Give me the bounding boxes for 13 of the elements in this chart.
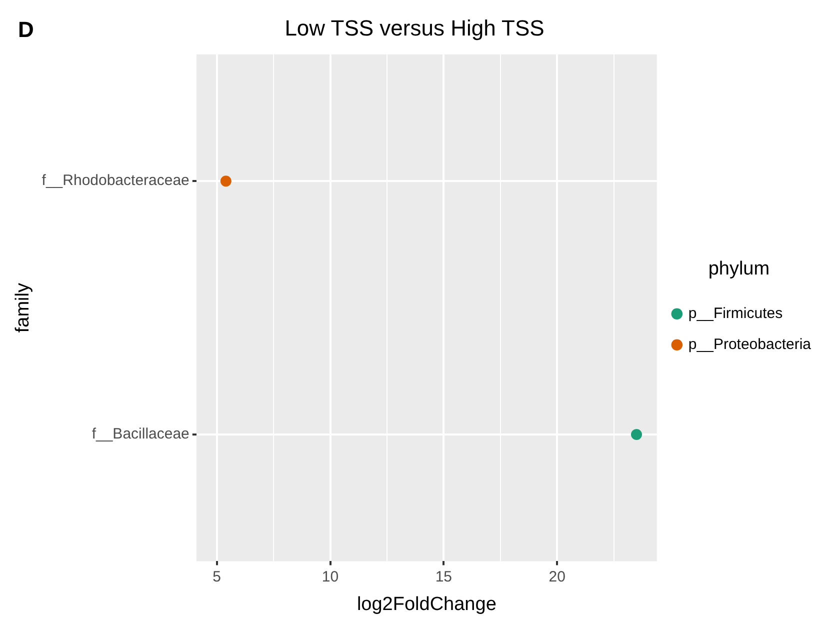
y-tick-label: f__Rhodobacteraceae [42, 172, 190, 190]
x-tick-label: 5 [212, 568, 221, 586]
legend-label: p__Firmicutes [688, 305, 783, 322]
text: D [18, 17, 34, 42]
y-axis-title: family [12, 282, 34, 333]
chart-title: Low TSS versus High TSS [284, 15, 544, 40]
x-tick-label: 20 [548, 568, 566, 586]
legend-label: p__Proteobacteria [688, 336, 812, 354]
x-tick-label: 10 [322, 568, 339, 586]
legend-title: phylum [708, 258, 770, 280]
x-axis-title: log2FoldChange [356, 594, 496, 615]
x-tick-label: 15 [435, 568, 452, 586]
y-tick-label: f__Bacillaceae [92, 426, 190, 443]
